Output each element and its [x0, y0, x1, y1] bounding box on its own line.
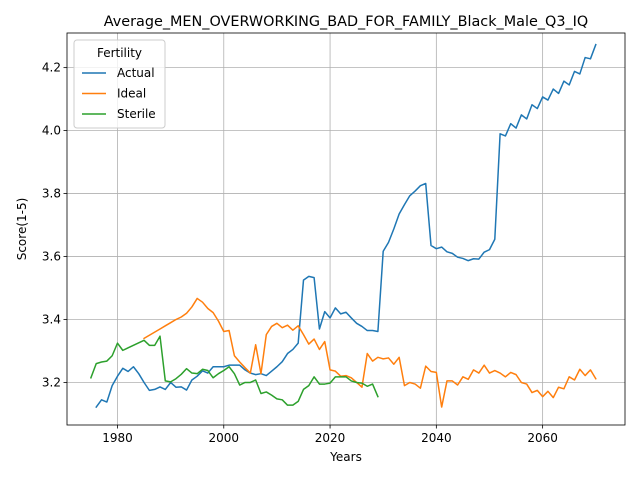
legend-label-actual: Actual: [117, 66, 155, 80]
series-line-sterile: [89, 335, 379, 406]
legend-items: Actual Ideal Sterile: [82, 66, 156, 121]
y-tick-label: 3.6: [42, 250, 61, 264]
legend-label-ideal: Ideal: [117, 87, 146, 101]
x-tick-label: 2060: [527, 431, 558, 445]
legend-title: Fertility: [97, 46, 142, 60]
y-tick-label: 4.0: [42, 124, 61, 138]
chart-title: Average_MEN_OVERWORKING_BAD_FOR_FAMILY_B…: [104, 14, 589, 30]
y-tick-label: 4.2: [42, 61, 61, 75]
y-axis-label: Score(1-5): [15, 198, 29, 261]
x-tick-label: 2020: [315, 431, 346, 445]
x-tick-label: 2000: [208, 431, 239, 445]
y-tick-label: 3.8: [42, 187, 61, 201]
series-line-ideal: [143, 297, 597, 408]
x-tick-label: 2040: [421, 431, 452, 445]
grid-lines: [67, 33, 625, 425]
y-tick-label: 3.4: [42, 313, 61, 327]
series-lines: [89, 43, 597, 409]
x-axis-label: Years: [329, 450, 362, 464]
series-line-actual: [95, 43, 597, 409]
legend-box: [73, 39, 166, 129]
y-axis-ticks: 3.2 3.4 3.6 3.8 4.0 4.2: [42, 61, 67, 389]
x-tick-label: 1980: [102, 431, 133, 445]
legend-label-sterile: Sterile: [117, 107, 156, 121]
y-tick-label: 3.2: [42, 375, 61, 389]
x-axis-ticks: 1980 2000 2020 2040 2060: [102, 425, 558, 445]
plot-area-frame: [66, 32, 626, 426]
legend: Fertility Actual Ideal Sterile: [73, 39, 166, 129]
